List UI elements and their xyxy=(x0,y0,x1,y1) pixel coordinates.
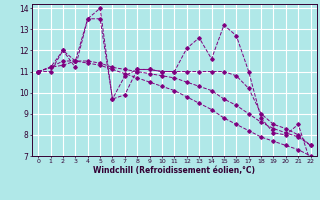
X-axis label: Windchill (Refroidissement éolien,°C): Windchill (Refroidissement éolien,°C) xyxy=(93,166,255,175)
